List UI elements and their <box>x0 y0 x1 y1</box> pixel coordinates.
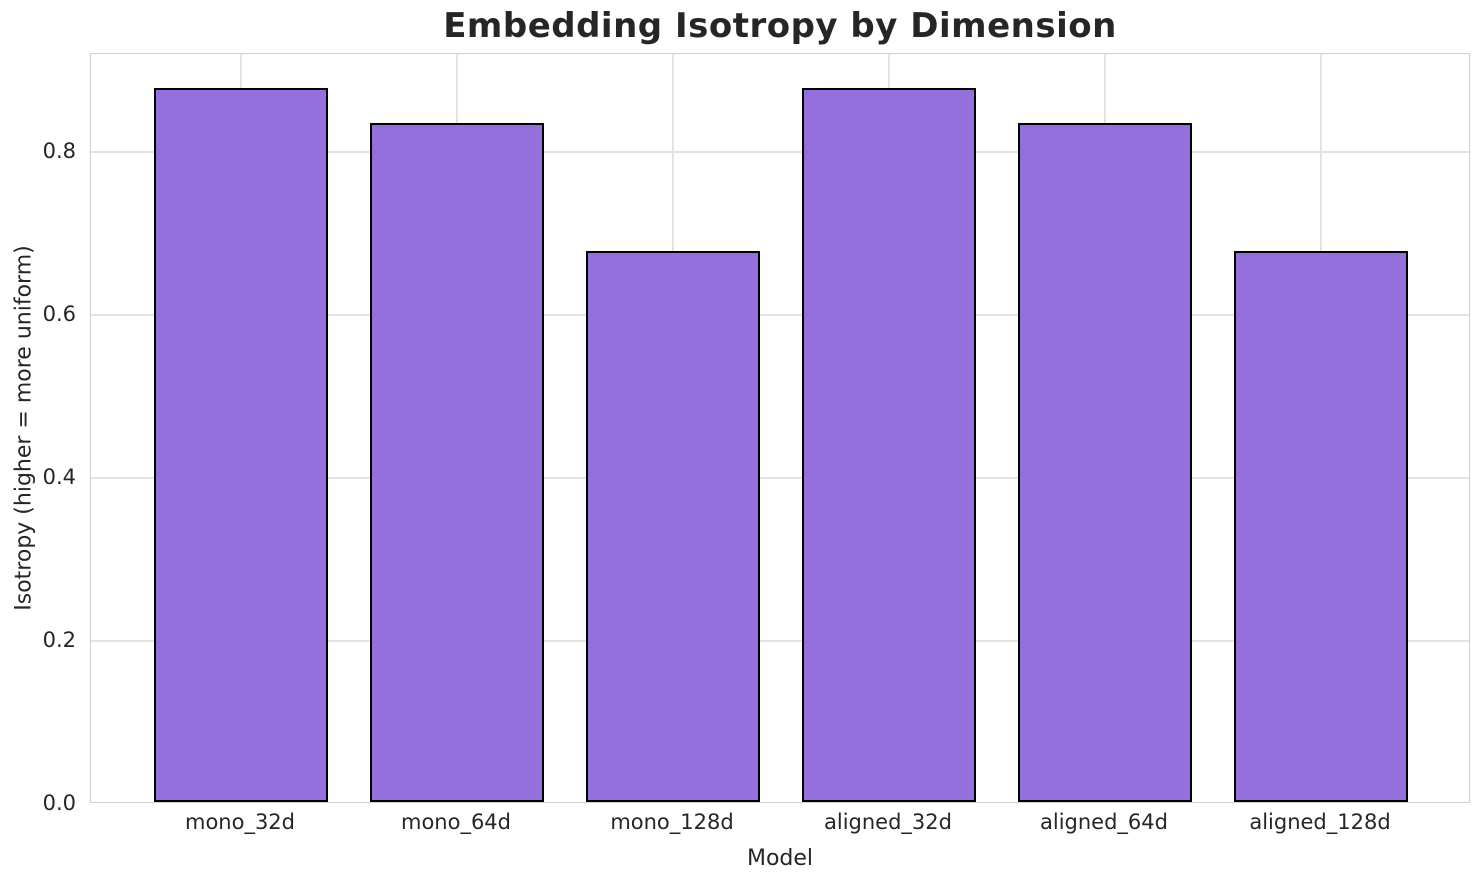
gridline-horizontal <box>91 640 1469 642</box>
x-axis-label: Model <box>746 846 814 871</box>
x-tick-label: aligned_64d <box>1040 810 1168 834</box>
gridline-horizontal <box>91 314 1469 316</box>
y-tick-label: 0.0 <box>42 791 76 815</box>
y-tick-label: 0.2 <box>42 627 76 652</box>
x-tick-label: aligned_128d <box>1249 810 1391 834</box>
bar <box>1018 122 1192 802</box>
x-tick-label: mono_128d <box>610 810 734 834</box>
plot-area <box>90 53 1470 803</box>
bar <box>154 87 328 802</box>
bar <box>802 87 976 802</box>
gridline-horizontal <box>91 151 1469 153</box>
y-tick-label: 0.4 <box>42 464 76 489</box>
x-tick-label: mono_32d <box>184 810 295 834</box>
chart-title: Embedding Isotropy by Dimension <box>443 6 1117 46</box>
y-axis-label: Isotropy (higher = more uniform) <box>11 245 37 611</box>
y-axis-tick-labels: 0.0 0.2 0.4 0.6 0.8 <box>0 53 76 815</box>
y-tick-label: 0.8 <box>42 138 76 163</box>
bar <box>370 122 544 802</box>
bar <box>586 250 760 802</box>
y-tick-label: 0.6 <box>42 301 76 326</box>
x-tick-label: aligned_32d <box>824 810 952 834</box>
x-tick-label: mono_64d <box>400 810 511 834</box>
bar <box>1234 250 1408 802</box>
gridline-horizontal <box>91 477 1469 479</box>
